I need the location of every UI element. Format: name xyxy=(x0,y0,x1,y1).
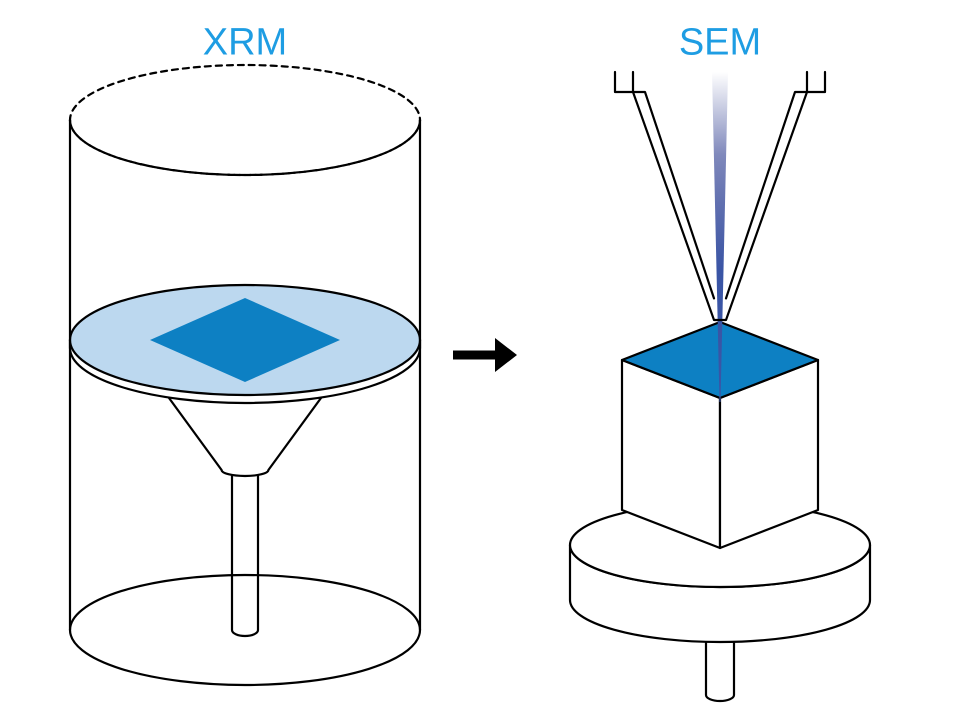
arrow-icon xyxy=(453,338,517,372)
xrm-stem xyxy=(232,470,258,636)
right-title: SEM xyxy=(679,21,761,63)
xrm-cyl-top-front xyxy=(70,120,420,175)
sem-diagram xyxy=(570,72,870,701)
left-title: XRM xyxy=(203,21,287,63)
xrm-diagram xyxy=(70,65,420,685)
